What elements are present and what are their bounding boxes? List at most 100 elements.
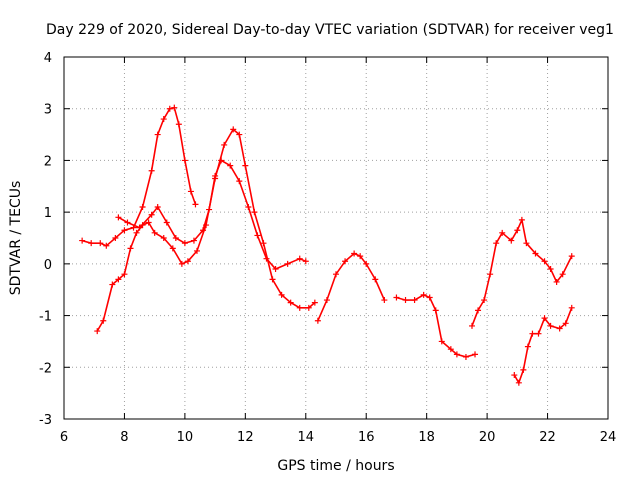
- series-satellite-1: [79, 104, 199, 249]
- x-tick-label: 22: [539, 430, 556, 445]
- data-point: [469, 322, 475, 329]
- x-tick-label: 6: [60, 430, 68, 445]
- data-point: [109, 281, 116, 288]
- data-point: [79, 237, 86, 244]
- data-point: [524, 343, 531, 350]
- data-point: [487, 271, 494, 278]
- data-point: [112, 235, 119, 241]
- data-point: [148, 167, 155, 174]
- data-point: [160, 116, 167, 123]
- y-tick-label: 2: [44, 154, 52, 169]
- data-point: [514, 227, 521, 234]
- data-point: [284, 260, 291, 267]
- data-point: [323, 297, 330, 304]
- x-axis-label: GPS time / hours: [277, 458, 394, 474]
- data-point: [568, 253, 575, 260]
- data-point: [342, 258, 349, 265]
- data-point: [547, 266, 554, 273]
- data-point: [133, 229, 140, 236]
- data-point: [475, 307, 482, 314]
- data-point: [154, 131, 161, 138]
- data-point: [154, 203, 161, 210]
- y-tick-label: 1: [44, 206, 52, 221]
- series-satellite-5: [393, 291, 479, 360]
- data-point: [562, 320, 569, 327]
- x-tick-label: 20: [479, 430, 496, 445]
- x-tick-label: 16: [358, 430, 375, 445]
- data-point: [287, 299, 294, 306]
- data-point: [227, 162, 234, 169]
- y-tick-label: -1: [39, 310, 52, 325]
- data-point: [357, 253, 364, 260]
- series-satellite-6: [469, 216, 575, 329]
- data-point: [302, 258, 309, 265]
- data-point: [559, 271, 566, 278]
- data-point: [556, 325, 563, 332]
- data-point: [190, 237, 197, 244]
- data-point: [260, 240, 267, 247]
- x-tick-label: 14: [298, 430, 315, 445]
- x-tick-label: 12: [237, 430, 254, 445]
- data-point: [432, 307, 439, 314]
- series-line: [471, 217, 573, 327]
- data-point: [171, 104, 178, 111]
- data-point: [493, 240, 500, 247]
- data-point: [121, 271, 128, 278]
- data-point: [305, 304, 312, 311]
- data-point: [541, 258, 548, 265]
- data-point: [245, 203, 252, 210]
- data-point: [481, 297, 488, 304]
- data-point: [420, 291, 427, 298]
- data-point: [381, 297, 388, 304]
- data-point: [100, 317, 107, 324]
- data-point: [426, 294, 433, 301]
- x-tick-label: 10: [177, 430, 194, 445]
- data-point: [472, 351, 479, 358]
- data-point: [511, 372, 518, 379]
- y-tick-label: -3: [39, 413, 52, 428]
- data-point: [151, 229, 158, 236]
- data-point: [94, 328, 101, 335]
- data-point: [148, 211, 155, 218]
- data-point: [411, 297, 418, 304]
- data-point: [192, 201, 199, 208]
- data-point: [372, 276, 379, 283]
- y-tick-label: 0: [44, 258, 52, 273]
- data-point: [529, 330, 536, 337]
- data-point: [236, 178, 243, 185]
- data-point: [193, 247, 200, 254]
- data-point: [314, 317, 321, 324]
- data-point: [254, 232, 261, 239]
- data-point: [333, 271, 339, 278]
- data-point: [139, 203, 146, 210]
- data-point: [462, 353, 469, 360]
- data-point: [438, 338, 445, 345]
- grid-lines: [64, 57, 608, 419]
- data-point: [523, 240, 530, 247]
- y-tick-label: 3: [44, 103, 52, 118]
- data-point: [230, 126, 237, 133]
- data-point: [520, 366, 527, 373]
- series-line: [317, 252, 386, 322]
- data-point: [175, 121, 182, 128]
- data-point: [166, 105, 173, 112]
- data-point: [515, 379, 522, 386]
- data-point: [547, 322, 554, 329]
- data-point: [568, 304, 575, 311]
- data-point: [499, 229, 506, 236]
- data-point: [251, 209, 258, 216]
- data-point: [103, 242, 110, 249]
- data-point: [169, 245, 176, 252]
- data-point: [518, 216, 525, 223]
- series-satellite-2: [115, 157, 309, 273]
- chart-title: Day 229 of 2020, Sidereal Day-to-day VTE…: [46, 22, 614, 38]
- data-point: [178, 260, 185, 267]
- series-line: [81, 106, 197, 247]
- data-point: [393, 294, 400, 301]
- data-point: [163, 219, 170, 226]
- data-point: [115, 214, 122, 221]
- data-point: [296, 255, 303, 262]
- data-point: [532, 250, 539, 257]
